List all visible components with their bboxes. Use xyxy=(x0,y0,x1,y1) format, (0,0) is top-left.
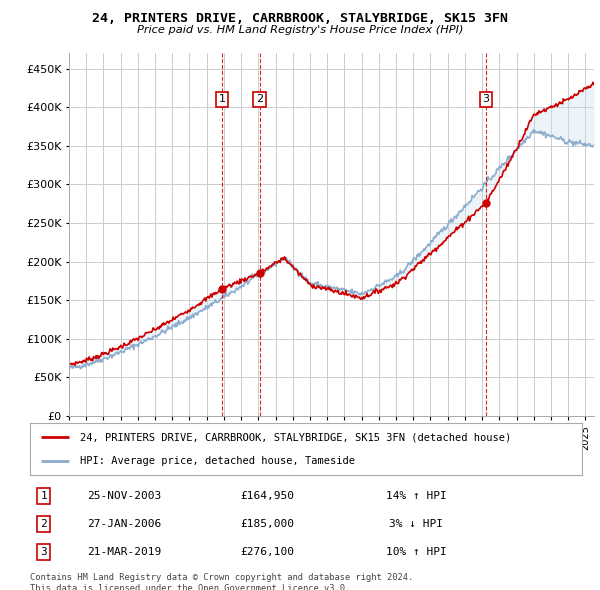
Text: HPI: Average price, detached house, Tameside: HPI: Average price, detached house, Tame… xyxy=(80,456,355,466)
Text: 1: 1 xyxy=(218,94,226,104)
Text: £164,950: £164,950 xyxy=(241,491,295,501)
Text: 27-JAN-2006: 27-JAN-2006 xyxy=(87,519,161,529)
Text: 2: 2 xyxy=(256,94,263,104)
Text: Price paid vs. HM Land Registry's House Price Index (HPI): Price paid vs. HM Land Registry's House … xyxy=(137,25,463,35)
Text: 2: 2 xyxy=(40,519,47,529)
Text: £185,000: £185,000 xyxy=(241,519,295,529)
Text: 3: 3 xyxy=(40,547,47,557)
Text: 14% ↑ HPI: 14% ↑ HPI xyxy=(386,491,447,501)
Text: £276,100: £276,100 xyxy=(241,547,295,557)
Text: 21-MAR-2019: 21-MAR-2019 xyxy=(87,547,161,557)
Text: 1: 1 xyxy=(40,491,47,501)
Text: Contains HM Land Registry data © Crown copyright and database right 2024.
This d: Contains HM Land Registry data © Crown c… xyxy=(30,573,413,590)
Text: 25-NOV-2003: 25-NOV-2003 xyxy=(87,491,161,501)
Text: 24, PRINTERS DRIVE, CARRBROOK, STALYBRIDGE, SK15 3FN: 24, PRINTERS DRIVE, CARRBROOK, STALYBRID… xyxy=(92,12,508,25)
Text: 24, PRINTERS DRIVE, CARRBROOK, STALYBRIDGE, SK15 3FN (detached house): 24, PRINTERS DRIVE, CARRBROOK, STALYBRID… xyxy=(80,432,511,442)
Text: 10% ↑ HPI: 10% ↑ HPI xyxy=(386,547,447,557)
Text: 3: 3 xyxy=(482,94,490,104)
Text: 3% ↓ HPI: 3% ↓ HPI xyxy=(389,519,443,529)
